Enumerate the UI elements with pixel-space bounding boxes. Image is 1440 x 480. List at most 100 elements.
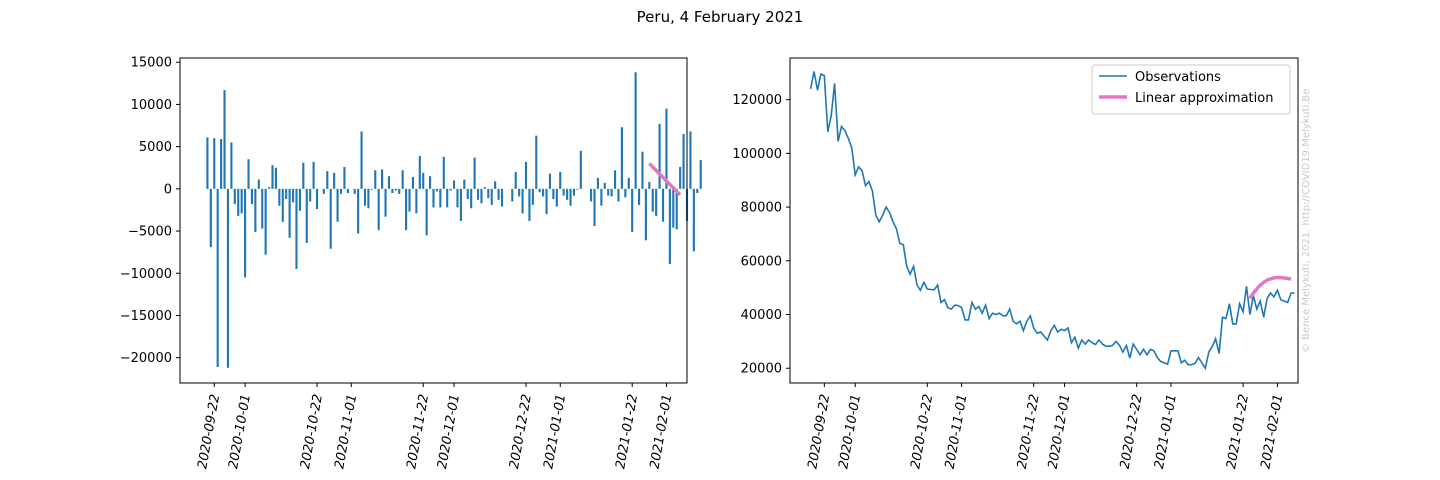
bar	[223, 90, 226, 189]
x-tick-label: 2020-10-01	[836, 393, 864, 470]
bar	[576, 188, 579, 190]
bar	[343, 166, 346, 189]
bar	[473, 157, 476, 189]
bar	[555, 188, 558, 207]
bar	[497, 188, 500, 200]
bar	[377, 188, 380, 231]
bar-series	[206, 72, 702, 368]
bar	[240, 188, 243, 214]
bar	[312, 161, 315, 189]
bar	[339, 188, 343, 194]
bar	[326, 171, 329, 189]
bar	[449, 188, 452, 191]
bar	[271, 165, 274, 189]
bar	[463, 179, 466, 189]
bar	[435, 188, 438, 192]
bar	[370, 188, 373, 190]
bar	[439, 188, 442, 208]
bar	[322, 188, 325, 194]
bar	[600, 188, 603, 206]
x-tick-label: 2020-11-01	[943, 393, 971, 470]
bar	[596, 177, 599, 189]
bar	[384, 188, 387, 217]
x-tick-label: 2021-01-01	[541, 393, 569, 470]
bar	[480, 188, 483, 204]
bar	[442, 156, 445, 189]
x-tick-label: 2020-09-22	[805, 393, 833, 470]
bar	[288, 188, 291, 238]
bar	[658, 123, 661, 189]
legend-label-linear-approximation: Linear approximation	[1135, 91, 1273, 106]
x-tick-label: 2021-01-01	[1152, 393, 1180, 470]
bar	[302, 162, 305, 189]
bar	[617, 188, 620, 202]
x-tick-label: 2020-10-01	[226, 393, 254, 470]
figure-title: Peru, 4 February 2021	[637, 8, 804, 26]
y-tick-label: 15000	[131, 56, 172, 71]
level-line-chart: 120000 100000 80000 60000 40000 20000 2020-09…	[732, 57, 1299, 470]
bar	[651, 188, 654, 212]
bar	[401, 170, 404, 189]
bar	[418, 155, 421, 189]
bar	[648, 182, 651, 189]
legend: Observations Linear approximation	[1091, 64, 1291, 115]
bar	[538, 188, 541, 193]
bar	[233, 188, 236, 205]
y-tick-label: 40000	[741, 308, 782, 323]
y-tick-label: 120000	[732, 93, 782, 108]
bar	[291, 188, 295, 203]
bar	[545, 188, 548, 215]
bar	[226, 188, 230, 368]
x-tick-label: 2020-11-22	[1015, 393, 1043, 470]
x-tick-label: 2020-12-01	[435, 393, 463, 470]
bar	[257, 179, 260, 189]
bar	[566, 188, 569, 200]
x-tick-label: 2021-01-22	[1224, 393, 1252, 470]
bar	[398, 188, 401, 194]
watermark: © Bence Melykuti, 2021. http://COVID19.M…	[1301, 89, 1312, 353]
bar	[494, 181, 497, 189]
bar	[415, 188, 418, 214]
daily-change-bar-chart: 15000 10000 5000 0 −5000 −10000 −15000 −20000 2…	[120, 56, 702, 470]
bar	[562, 188, 565, 196]
bar	[641, 151, 644, 189]
bar	[329, 188, 332, 249]
y-tick-label: 100000	[732, 147, 782, 162]
bar	[285, 188, 288, 199]
bar	[610, 188, 613, 197]
bar	[476, 188, 480, 200]
bar	[552, 188, 555, 199]
bar	[268, 187, 271, 189]
bar	[408, 188, 411, 212]
bar	[425, 188, 428, 236]
approximation-line	[648, 162, 682, 197]
bar	[278, 188, 281, 206]
bar	[298, 188, 301, 211]
legend-box	[1091, 64, 1291, 115]
x-tick-label: 2020-10-22	[298, 393, 326, 470]
bar	[470, 188, 473, 209]
bar	[627, 177, 630, 189]
x-tick-label: 2021-01-22	[613, 393, 641, 470]
bar	[699, 160, 702, 189]
y-tick-label: 0	[164, 182, 172, 197]
bar	[363, 188, 367, 206]
bar	[452, 180, 456, 189]
bar	[572, 188, 576, 196]
bar	[295, 188, 298, 270]
observations-line	[809, 71, 1295, 371]
y-axis: 120000 100000 80000 60000 40000 20000	[732, 93, 790, 377]
bar	[579, 150, 582, 189]
bar	[542, 188, 545, 197]
bar	[668, 188, 671, 264]
bar	[230, 142, 233, 189]
bar	[590, 188, 593, 202]
bar	[531, 188, 534, 205]
bar	[391, 188, 394, 194]
bar	[459, 188, 462, 221]
right-axes-frame	[789, 57, 1299, 384]
bar	[247, 159, 250, 189]
bar	[689, 131, 692, 189]
bar	[405, 188, 408, 231]
